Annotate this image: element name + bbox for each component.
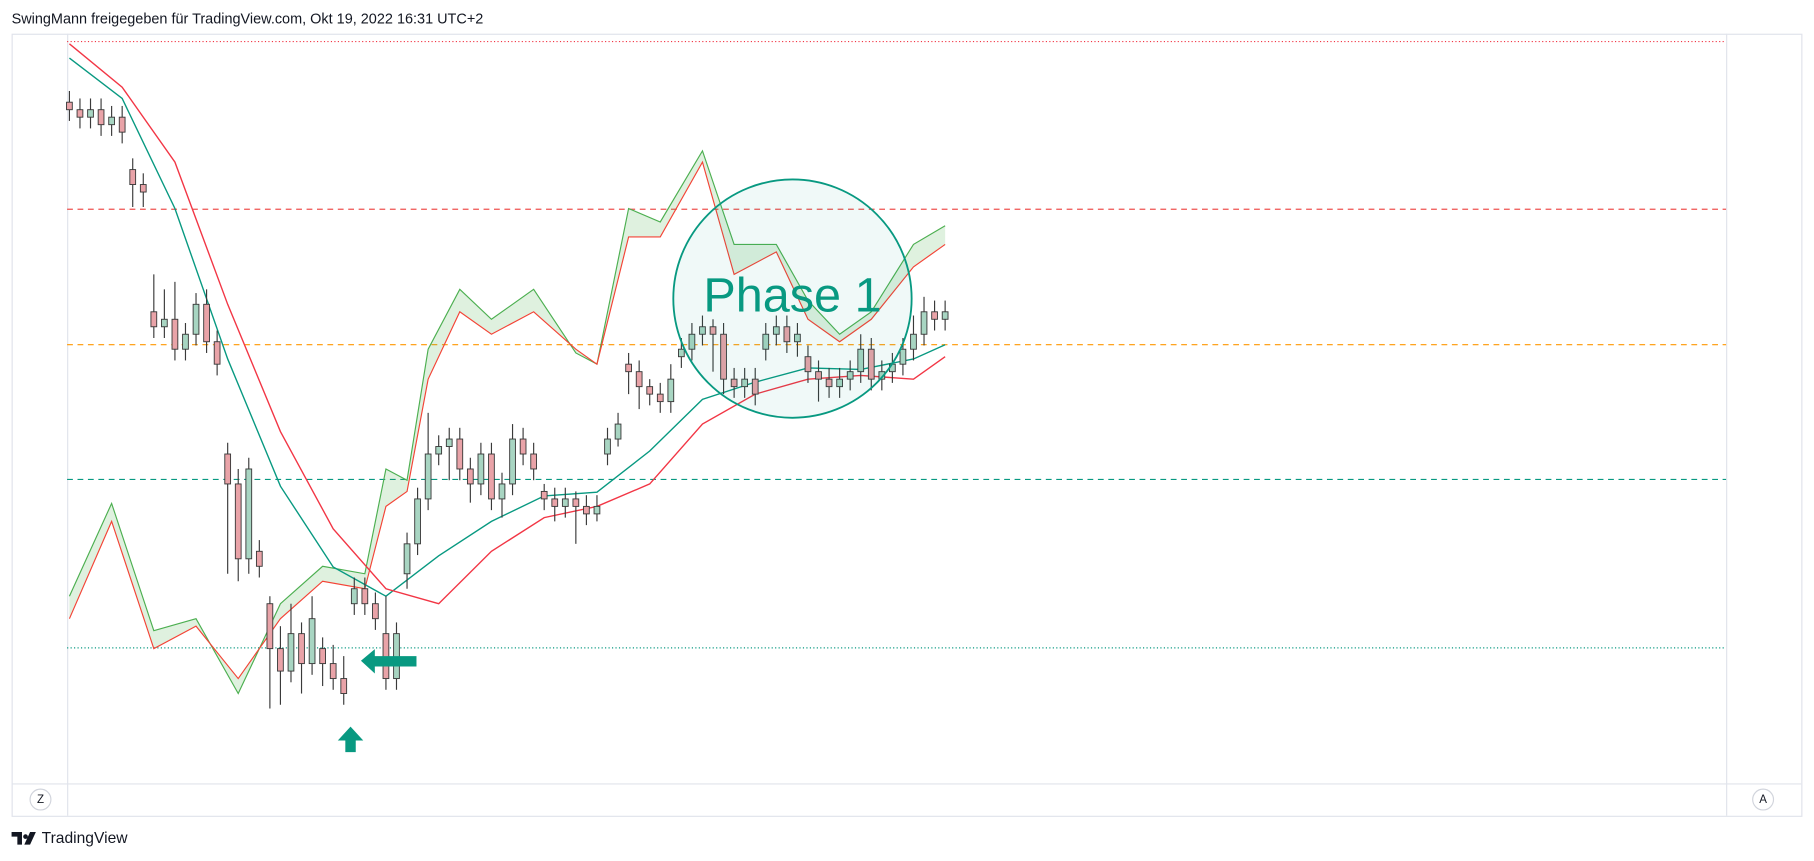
- candle-body: [794, 333, 801, 343]
- plot: [66, 41, 1727, 709]
- candle-body: [255, 550, 263, 567]
- candle-body: [445, 438, 453, 447]
- button[interactable]: [29, 788, 52, 811]
- candle-body: [509, 438, 516, 485]
- candle-body: [361, 588, 369, 605]
- candle-body: [762, 333, 770, 350]
- candle-body: [108, 116, 115, 126]
- candle-body: [699, 326, 706, 335]
- candle-body: [161, 318, 168, 328]
- candle-body: [118, 116, 126, 133]
- candle-body: [688, 333, 696, 350]
- candle-body: [192, 303, 200, 335]
- candle-body: [551, 498, 559, 507]
- candle-body: [97, 109, 105, 126]
- arrow-left: [360, 649, 417, 674]
- candle-body: [287, 633, 295, 672]
- candle-body: [836, 378, 843, 388]
- candle-body: [646, 386, 654, 395]
- band-fill: [69, 150, 946, 694]
- candle-body: [298, 633, 305, 665]
- candle-body: [667, 378, 675, 403]
- candle-body: [129, 169, 137, 186]
- candle-body: [635, 371, 643, 388]
- candle-body: [741, 378, 749, 388]
- candle-body: [266, 603, 274, 650]
- candle-body: [139, 184, 147, 193]
- candle-body: [941, 311, 949, 320]
- button-label[interactable]: A: [1759, 794, 1767, 806]
- candle-body: [867, 348, 875, 380]
- phase-circle: [672, 178, 913, 419]
- candle-body: [730, 378, 738, 388]
- ma-line: [68, 57, 946, 598]
- candle-body: [825, 378, 833, 388]
- candle-body: [488, 453, 495, 500]
- candle-body: [540, 490, 548, 500]
- candle-body: [498, 483, 506, 500]
- candle-body: [772, 326, 780, 335]
- candle-body: [424, 453, 432, 500]
- brand: TradingView: [42, 830, 129, 847]
- candle-body: [277, 648, 284, 672]
- candle-body: [920, 311, 928, 335]
- candle-body: [709, 326, 717, 335]
- band-line: [68, 160, 946, 680]
- candle-body: [308, 618, 316, 665]
- candle-body: [329, 663, 337, 680]
- candle-body: [678, 348, 685, 358]
- candle-body: [456, 438, 464, 470]
- header: SwingMann freigegeben für TradingView.co…: [12, 12, 484, 28]
- candle-body: [477, 453, 485, 485]
- candle-body: [224, 453, 232, 485]
- candle-body: [466, 468, 474, 485]
- candle-body: [931, 311, 938, 320]
- candle-body: [815, 371, 822, 380]
- candle-body: [857, 348, 865, 373]
- candle-body: [182, 333, 189, 350]
- candle-body: [171, 318, 179, 350]
- candle-body: [751, 378, 759, 395]
- candle-body: [203, 303, 210, 343]
- candle-body: [319, 648, 326, 665]
- candle-body: [87, 109, 94, 118]
- candle-body: [530, 453, 538, 470]
- candle-body: [66, 101, 73, 111]
- candle-body: [720, 333, 727, 380]
- candle-body: [340, 678, 348, 694]
- candle-body: [234, 483, 242, 560]
- button[interactable]: [1752, 788, 1775, 811]
- candle-body: [910, 333, 917, 350]
- candle-body: [350, 588, 358, 605]
- candle-body: [604, 438, 611, 455]
- candle-body: [245, 468, 253, 560]
- button-label[interactable]: Z: [37, 794, 44, 806]
- arrow-up: [337, 726, 364, 753]
- candle-body: [583, 505, 590, 515]
- candle-body: [846, 371, 854, 380]
- candle-body: [372, 603, 379, 620]
- candle-body: [76, 109, 84, 118]
- candle-body: [403, 543, 411, 575]
- candle-body: [150, 311, 158, 328]
- candle-body: [783, 326, 791, 343]
- candle-body: [561, 498, 569, 507]
- candle-body: [593, 505, 601, 515]
- band-line: [68, 149, 946, 695]
- candle-body: [656, 393, 664, 403]
- candle-body: [614, 423, 622, 440]
- candle-body: [899, 348, 907, 365]
- candle-body: [435, 446, 443, 455]
- brand-logo: [11, 831, 36, 845]
- candle-body: [804, 356, 812, 373]
- candle-body: [213, 341, 221, 365]
- candle-body: [414, 498, 421, 545]
- candle-body: [625, 363, 632, 373]
- frame: [11, 33, 1803, 817]
- candle-body: [572, 498, 580, 507]
- annotation: Phase 1: [703, 268, 881, 322]
- candle-body: [519, 438, 527, 455]
